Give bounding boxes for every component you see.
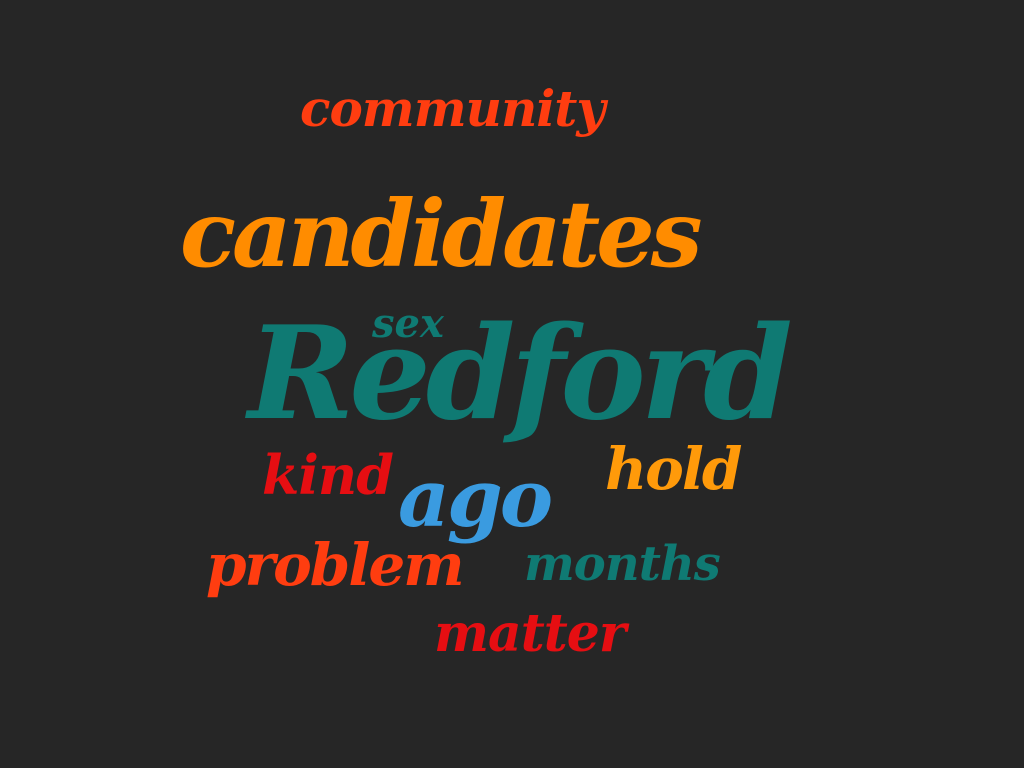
word-kind: kind	[262, 443, 394, 507]
word-matter: matter	[434, 603, 626, 664]
word-sex: sex	[372, 300, 444, 347]
word-community: community	[300, 79, 605, 138]
word-ago: ago	[398, 451, 553, 545]
word-candidates: candidates	[180, 180, 703, 288]
word-redford: Redford	[248, 299, 793, 449]
word-problem: problem	[206, 531, 465, 599]
word-months: months	[524, 536, 721, 592]
word-hold: hold	[605, 435, 742, 503]
